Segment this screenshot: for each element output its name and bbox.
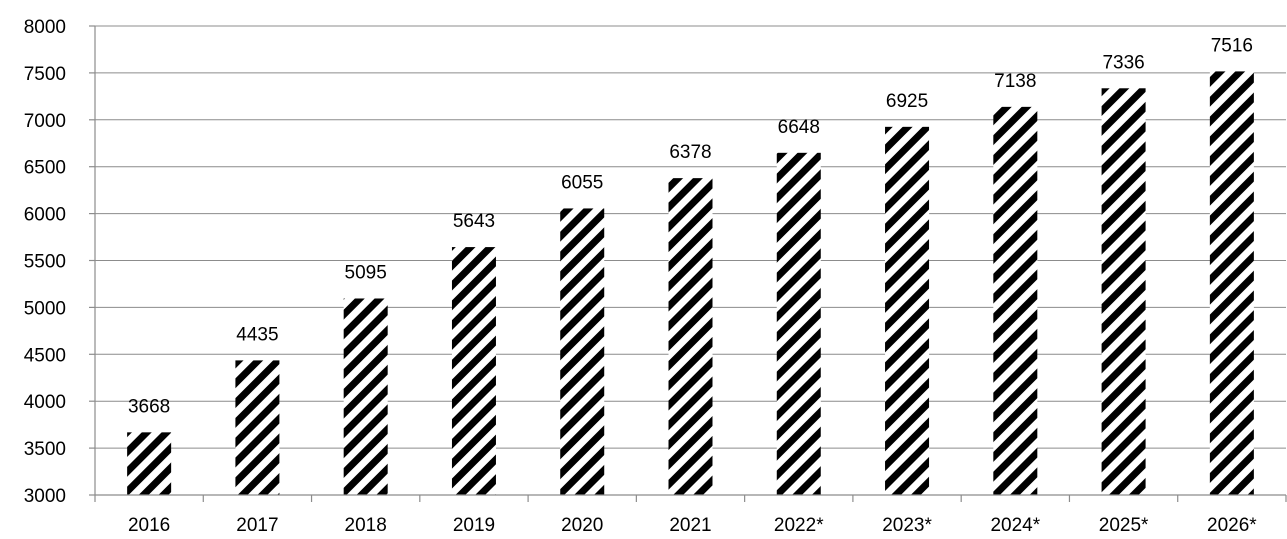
x-category-label: 2025* (1099, 515, 1149, 536)
data-label-2020: 6055 (561, 172, 603, 193)
y-tick-label: 4500 (24, 345, 66, 366)
bar-2016 (127, 432, 172, 495)
x-category-label: 2026* (1207, 515, 1257, 536)
data-label-2016: 3668 (128, 396, 170, 417)
data-label-2022*: 6648 (778, 117, 820, 138)
x-category-label: 2022* (774, 515, 824, 536)
y-tick-label: 4000 (24, 392, 66, 413)
data-label-2017: 4435 (236, 324, 278, 345)
y-tick-label: 5000 (24, 298, 66, 319)
y-tick-label: 5500 (24, 252, 66, 273)
bar-2023* (885, 126, 930, 496)
y-tick-label: 6500 (24, 158, 66, 179)
x-category-label: 2019 (453, 515, 495, 536)
x-category-label: 2021 (669, 515, 711, 536)
y-tick-label: 8000 (24, 17, 66, 38)
x-category-label: 2020 (561, 515, 603, 536)
y-axis-ticks: 3000 3500 4000 4500 5000 5500 6000 6500 7000 7500… (24, 17, 95, 507)
data-labels: 3668 4435 5095 5643 6055 6378 6648 6925 7138 7336… (128, 35, 1253, 417)
bar-2021 (668, 178, 713, 495)
data-label-2021: 6378 (669, 142, 711, 163)
data-label-2026*: 7516 (1211, 35, 1253, 56)
bar-2022* (776, 152, 821, 495)
data-label-2024*: 7138 (994, 71, 1036, 92)
y-tick-label: 6000 (24, 205, 66, 226)
bar-2024* (993, 106, 1038, 496)
bar-2018 (343, 298, 388, 495)
y-tick-label: 3000 (24, 486, 66, 507)
x-category-label: 2018 (345, 515, 387, 536)
y-tick-label: 7500 (24, 64, 66, 85)
data-label-2018: 5095 (345, 262, 387, 283)
x-category-label: 2017 (236, 515, 278, 536)
x-category-label: 2024* (990, 515, 1040, 536)
y-tick-label: 3500 (24, 439, 66, 460)
x-category-label: 2023* (882, 515, 932, 536)
x-category-label: 2016 (128, 515, 170, 536)
bar-2026* (1209, 71, 1254, 495)
data-label-2023*: 6925 (886, 91, 928, 112)
axes (94, 26, 1287, 502)
data-label-2025*: 7336 (1102, 52, 1144, 73)
y-tick-label: 7000 (24, 111, 66, 132)
bar-2020 (560, 208, 605, 496)
bar-2025* (1101, 88, 1146, 495)
x-axis-categories: 2016 2017 2018 2019 2020 2021 2022* 2023* 2024* 2… (128, 515, 1257, 536)
bars (127, 71, 1254, 496)
bar-2017 (235, 360, 280, 495)
bar-2019 (451, 247, 496, 495)
data-label-2019: 5643 (453, 211, 495, 232)
